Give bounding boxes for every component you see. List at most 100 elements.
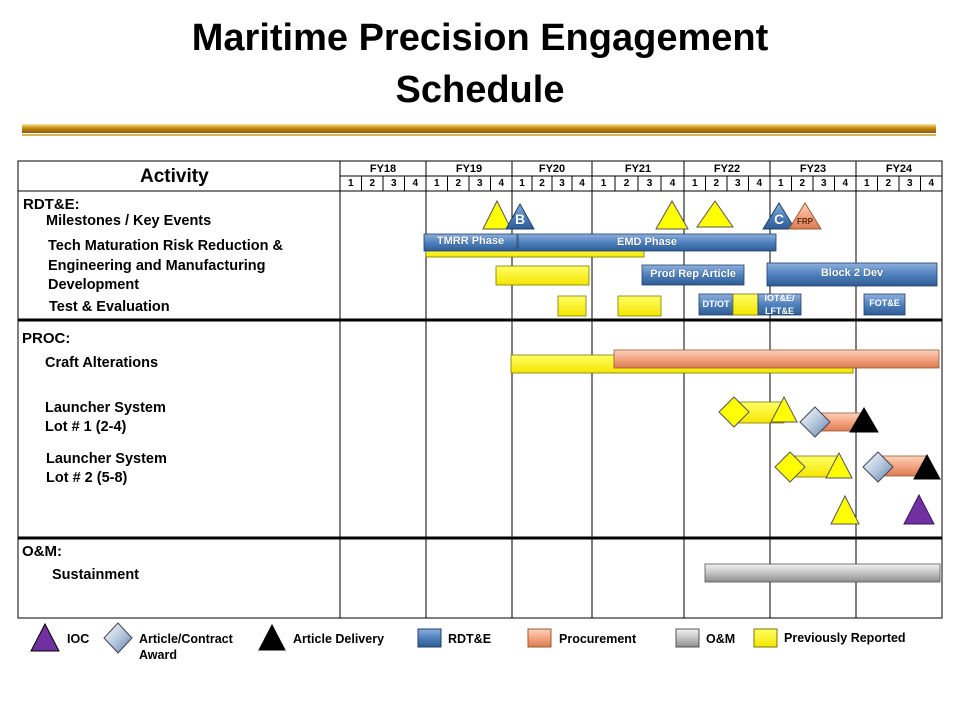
lot2-delivery-triangle: [913, 453, 941, 480]
block2-label: Block 2 Dev: [820, 267, 884, 279]
legend-rdte-swatch: [417, 628, 442, 648]
prev-reported-award: [774, 451, 806, 483]
table-frame: [17, 160, 943, 619]
sustainment-bar: [704, 563, 941, 583]
prod-rep-label: Prod Rep Article: [650, 268, 736, 280]
quarter-label: 4: [928, 178, 935, 189]
prev-reported-milestone: [482, 199, 512, 230]
fy-label: FY18: [369, 163, 397, 175]
fote-label: FOT&E: [869, 298, 900, 308]
fy-label: FY19: [455, 163, 483, 175]
quarter-gridlines: [361, 176, 921, 191]
quarter-label: 1: [691, 178, 698, 189]
section-rdte: RDT&E:: [23, 196, 80, 213]
craft-alterations-bar: [613, 349, 940, 369]
prev-reported-bar: [495, 265, 590, 286]
quarter-label: 2: [369, 178, 376, 189]
quarter-label: 4: [498, 178, 505, 189]
row-milestones: Milestones / Key Events: [46, 213, 212, 229]
row-tech-line2: Engineering and Manufacturing: [48, 258, 266, 274]
activity-header: Activity: [140, 166, 209, 187]
quarter-label: 1: [347, 178, 354, 189]
quarter-label: 3: [476, 178, 483, 189]
quarter-label: 1: [519, 178, 525, 189]
fy-label: FY20: [538, 163, 566, 175]
legend-ioc-icon: [30, 622, 60, 652]
title-rule: [22, 124, 936, 133]
quarter-label: 2: [539, 178, 545, 189]
milestone-c-label: C: [773, 211, 785, 227]
quarter-label: 4: [412, 178, 419, 189]
legend-award-label-line1: Article/Contract: [139, 632, 233, 646]
quarter-label: 3: [646, 178, 653, 189]
tmrr-label: TMRR Phase: [436, 235, 505, 247]
milestone-c: [762, 202, 796, 230]
emd-label: EMD Phase: [617, 236, 677, 248]
quarter-label: 4: [756, 178, 763, 189]
legend-award-label-line2: Award: [139, 648, 177, 662]
prev-reported-ioc: [830, 494, 860, 525]
prev-reported-bar: [732, 293, 759, 316]
emd-phase-bar: [517, 233, 777, 252]
milestone-b-label: B: [514, 211, 526, 227]
prev-reported-bar: [617, 295, 662, 317]
milestone-frp-label: FRP: [797, 217, 813, 226]
quarter-label: 4: [579, 178, 585, 189]
iote-label-line2: LFT&E: [765, 306, 794, 316]
legend-delivery-label: Article Delivery: [293, 632, 385, 646]
lot1-delivery-triangle: [849, 407, 879, 433]
prod-rep-article-bar: [641, 264, 745, 286]
legend-procurement-swatch: [527, 628, 552, 648]
quarter-label: 1: [600, 178, 607, 189]
title-rule-shadow: [22, 134, 936, 136]
title-line-2: Schedule: [395, 69, 565, 111]
quarter-label: 4: [669, 178, 676, 189]
prev-reported-bar: [557, 295, 587, 317]
quarter-label: 3: [559, 178, 565, 189]
title-line-1: Maritime Precision Engagement: [191, 17, 769, 59]
row-lot1-line1: Launcher System: [45, 400, 166, 416]
quarter-label: 1: [863, 178, 870, 189]
legend-rdte-label: RDT&E: [448, 632, 492, 646]
quarter-label: 3: [734, 178, 741, 189]
legend-delivery-icon: [258, 623, 286, 651]
tmrr-phase-bar: [423, 233, 518, 252]
quarter-label: 3: [820, 178, 827, 189]
row-craft: Craft Alterations: [45, 355, 159, 371]
row-lot2-line2: Lot # 2 (5-8): [46, 470, 128, 486]
fy-label: FY21: [624, 163, 652, 175]
fy-gridlines: [425, 161, 857, 618]
lot1-award-diamond: [799, 406, 831, 438]
quarter-label: 3: [390, 178, 397, 189]
fote-bar: [863, 293, 906, 316]
ioc-triangle: [903, 493, 935, 525]
quarter-label: 2: [455, 178, 462, 189]
milestone-b: [505, 202, 535, 230]
fy-label: FY22: [713, 163, 741, 175]
legend-procurement-label: Procurement: [559, 632, 637, 646]
legend-previous-label: Previously Reported: [784, 631, 906, 645]
iote-lfte-bar: [757, 293, 802, 316]
iote-label-line1: IOT&E/: [764, 293, 795, 303]
row-tech-line1: Tech Maturation Risk Reduction &: [48, 238, 283, 254]
quarter-label: 2: [623, 178, 630, 189]
quarter-label: 4: [842, 178, 849, 189]
prev-reported-delivery: [770, 395, 798, 423]
quarter-label: 2: [885, 178, 892, 189]
quarter-label: 3: [906, 178, 913, 189]
prev-reported-milestone: [655, 199, 689, 230]
row-lot1-line2: Lot # 1 (2-4): [45, 419, 127, 435]
quarter-label: 2: [799, 178, 806, 189]
fy-label: FY23: [799, 163, 827, 175]
lot2-award-diamond: [862, 451, 894, 483]
row-tech-line3: Development: [48, 277, 140, 293]
quarter-label: 2: [713, 178, 720, 189]
prev-reported-milestone: [696, 200, 734, 228]
row-lot2-line1: Launcher System: [46, 451, 167, 467]
dtot-label: DT/OT: [702, 299, 730, 309]
section-proc: PROC:: [22, 330, 71, 347]
quarter-label: 1: [777, 178, 784, 189]
legend-ioc-label: IOC: [67, 632, 90, 646]
row-test-eval: Test & Evaluation: [49, 299, 170, 315]
